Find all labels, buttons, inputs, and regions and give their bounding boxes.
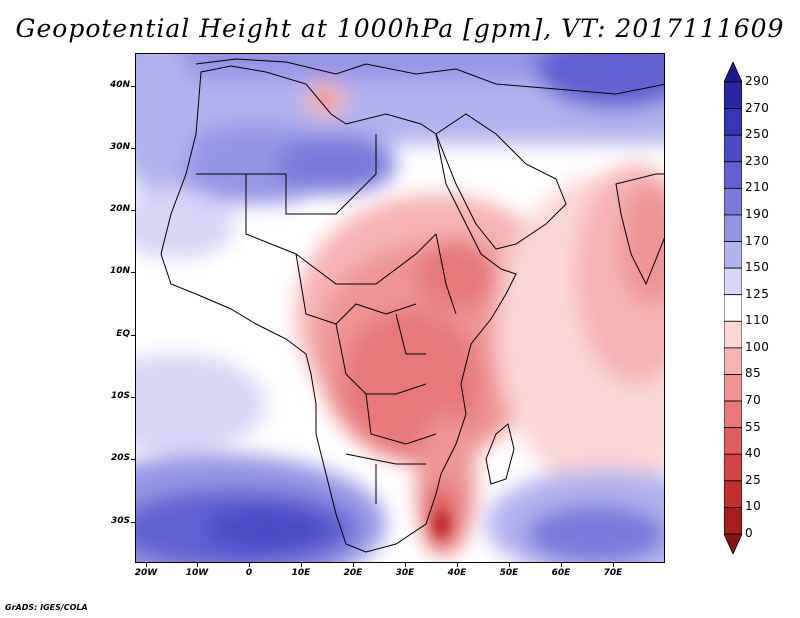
footer-credit: GrADS: IGES/COLA: [5, 603, 88, 612]
colorbar-segment: [724, 134, 742, 163]
colorbar-level-label: 110: [745, 313, 770, 328]
colorbar-segment: [724, 214, 742, 242]
y-tick-label-30n: 30N: [109, 142, 130, 152]
colorbar-segment: [724, 453, 742, 482]
geopotential-field: [136, 54, 664, 562]
x-tick-label-10e: 10E: [291, 568, 311, 578]
y-tick-label-10s: 10S: [110, 391, 130, 401]
x-tick-label-20w: 20W: [134, 568, 158, 578]
colorbar-segment: [724, 427, 742, 455]
colorbar-segment: [724, 320, 742, 349]
colorbar-level-label: 170: [745, 233, 770, 248]
x-tick-label-10w: 10W: [185, 568, 209, 578]
x-tick-label-40e: 40E: [447, 568, 467, 578]
y-tick-label-20s: 20S: [110, 453, 130, 463]
chart-title: Geopotential Height at 1000hPa [gpm], VT…: [15, 14, 785, 43]
y-tick: [131, 86, 135, 87]
y-tick: [131, 272, 135, 273]
colorbar-level-label: 55: [745, 419, 762, 434]
y-tick: [131, 335, 135, 336]
colorbar-segment: [724, 400, 742, 429]
colorbar: [724, 62, 742, 554]
colorbar-segment: [724, 187, 742, 216]
x-tick-label-50e: 50E: [499, 568, 519, 578]
y-tick-label-eq: EQ: [116, 329, 130, 339]
colorbar-level-label: 125: [745, 286, 770, 301]
x-tick: [353, 563, 354, 567]
x-tick: [146, 563, 147, 567]
x-tick: [405, 563, 406, 567]
x-tick-label-20e: 20E: [343, 568, 363, 578]
colorbar-level-label: 100: [745, 339, 770, 354]
y-tick: [131, 459, 135, 460]
map-plot-area: [135, 53, 665, 563]
y-tick-label-30s: 30S: [110, 516, 130, 526]
x-tick: [613, 563, 614, 567]
colorbar-level-label: 10: [745, 499, 762, 514]
colorbar-segment: [724, 480, 742, 508]
x-tick-label-30e: 30E: [395, 568, 415, 578]
x-tick: [249, 563, 250, 567]
colorbar-segment: [724, 507, 742, 535]
colorbar-segment: [724, 294, 742, 322]
colorbar-level-label: 250: [745, 127, 770, 142]
colorbar-level-label: 290: [745, 74, 770, 88]
colorbar-level-label: 70: [745, 393, 762, 408]
y-tick-label-20n: 20N: [109, 204, 130, 214]
colorbar-segment: [724, 267, 742, 296]
colorbar-bottom-arrow: [724, 533, 742, 554]
y-tick: [131, 210, 135, 211]
colorbar-level-label: 40: [745, 446, 762, 461]
colorbar-segment: [724, 81, 742, 109]
y-tick: [131, 148, 135, 149]
colorbar-segment: [724, 347, 742, 375]
colorbar-level-label: 0: [745, 526, 754, 540]
colorbar-level-label: 230: [745, 153, 770, 168]
colorbar-level-label: 25: [745, 472, 762, 487]
colorbar-level-label: 190: [745, 206, 770, 221]
colorbar-level-label: 210: [745, 180, 770, 195]
x-tick: [197, 563, 198, 567]
colorbar-segment: [724, 161, 742, 189]
x-tick: [561, 563, 562, 567]
y-tick: [131, 397, 135, 398]
colorbar-level-label: 85: [745, 366, 762, 381]
x-tick-label-70e: 70E: [603, 568, 623, 578]
x-tick: [457, 563, 458, 567]
colorbar-top-arrow: [724, 62, 742, 83]
y-tick: [131, 522, 135, 523]
colorbar-level-label: 150: [745, 260, 770, 275]
x-tick: [301, 563, 302, 567]
colorbar-segment: [724, 241, 742, 269]
y-tick-label-10n: 10N: [109, 266, 130, 276]
x-tick-label-0: 0: [245, 568, 253, 578]
x-tick: [509, 563, 510, 567]
colorbar-level-label: 270: [745, 100, 770, 115]
x-tick-label-60e: 60E: [551, 568, 571, 578]
y-tick-label-40n: 40N: [109, 80, 130, 90]
colorbar-segment: [724, 108, 742, 136]
colorbar-segment: [724, 374, 742, 402]
